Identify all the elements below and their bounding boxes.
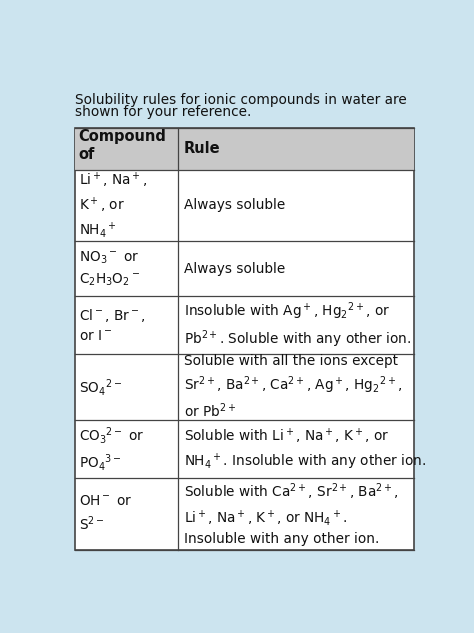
Text: Soluble with Ca$^{2+}$, Sr$^{2+}$, Ba$^{2+}$,
Li$^+$, Na$^+$, K$^+$, or NH$_4$$^: Soluble with Ca$^{2+}$, Sr$^{2+}$, Ba$^{… [184,482,399,546]
Text: Soluble with all the ions except
Sr$^{2+}$, Ba$^{2+}$, Ca$^{2+}$, Ag$^+$, Hg$_2$: Soluble with all the ions except Sr$^{2+… [184,354,402,420]
Text: CO$_3$$^{2-}$ or
PO$_4$$^{3-}$: CO$_3$$^{2-}$ or PO$_4$$^{3-}$ [79,425,144,473]
Text: OH$^-$ or
S$^{2-}$: OH$^-$ or S$^{2-}$ [79,494,132,533]
Text: Always soluble: Always soluble [184,261,285,276]
Text: Cl$^-$, Br$^-$,
or I$^-$: Cl$^-$, Br$^-$, or I$^-$ [79,308,145,343]
Text: Li$^+$, Na$^+$,
K$^+$, or
NH$_4$$^+$: Li$^+$, Na$^+$, K$^+$, or NH$_4$$^+$ [79,170,146,241]
Bar [75,128,414,170]
Text: Rule: Rule [184,141,220,156]
Text: Soluble with Li$^+$, Na$^+$, K$^+$, or
NH$_4$$^+$. Insoluble with any other ion.: Soluble with Li$^+$, Na$^+$, K$^+$, or N… [184,426,426,472]
Text: Always soluble: Always soluble [184,198,285,213]
Text: NO$_3$$^-$ or
C$_2$H$_3$O$_2$$^-$: NO$_3$$^-$ or C$_2$H$_3$O$_2$$^-$ [79,250,140,287]
Text: Solubility rules for ionic compounds in water are: Solubility rules for ionic compounds in … [75,93,407,107]
Text: shown for your reference.: shown for your reference. [75,105,251,119]
Bar [75,128,414,549]
Text: Insoluble with Ag$^+$, Hg$_2$$^{2+}$, or
Pb$^{2+}$. Soluble with any other ion.: Insoluble with Ag$^+$, Hg$_2$$^{2+}$, or… [184,301,411,350]
Text: SO$_4$$^{2-}$: SO$_4$$^{2-}$ [79,377,122,398]
Text: Compound
of: Compound of [79,129,166,163]
